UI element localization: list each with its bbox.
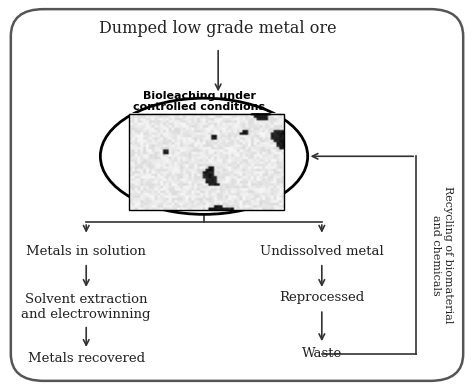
Text: controlled conditions: controlled conditions: [133, 103, 265, 112]
Text: Solvent extraction
and electrowinning: Solvent extraction and electrowinning: [21, 293, 151, 321]
Text: Dumped low grade metal ore: Dumped low grade metal ore: [100, 20, 337, 37]
Text: Undissolved metal: Undissolved metal: [260, 245, 383, 258]
Text: Recycling of biomaterial
and chemicals: Recycling of biomaterial and chemicals: [431, 186, 453, 324]
Ellipse shape: [100, 98, 308, 214]
Text: Metals in solution: Metals in solution: [26, 245, 146, 258]
Bar: [128, 113, 284, 211]
Text: Reprocessed: Reprocessed: [279, 291, 365, 304]
Text: Waste: Waste: [301, 347, 342, 360]
Text: Metals recovered: Metals recovered: [27, 352, 145, 365]
FancyBboxPatch shape: [11, 9, 463, 381]
Text: Bioleaching under: Bioleaching under: [143, 91, 256, 101]
